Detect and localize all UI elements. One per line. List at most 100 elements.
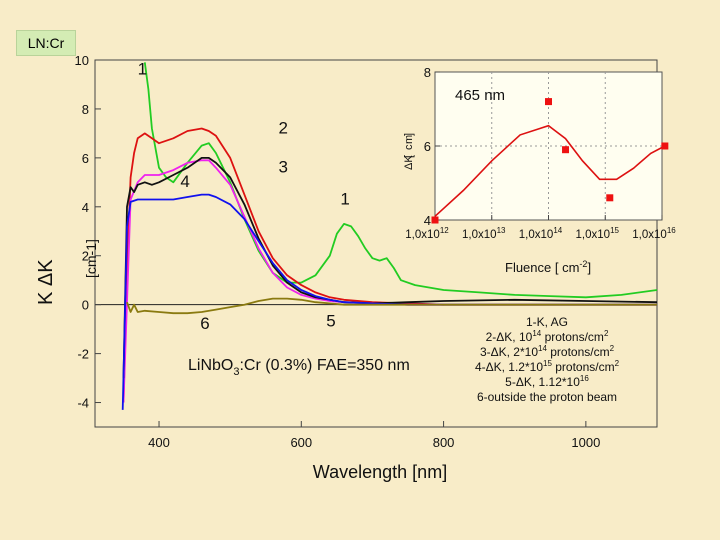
inset-x-label-main: Fluence [ cm [505, 260, 579, 275]
inset-x-axis-label: Fluence [ cm-2] [505, 259, 591, 275]
main-x-tick-label: 800 [433, 435, 455, 450]
inset-x-tick-mantissa: 1,0x10 [576, 229, 611, 241]
legend-entry-unit: protons/cm [541, 330, 604, 344]
legend-entry-text: 2-ΔK, 10 [486, 330, 533, 344]
main-chart-title: LiNbO3:Cr (0.3%) FAE=350 nm [188, 357, 410, 378]
inset-x-tick-mantissa: 1,0x10 [405, 229, 440, 241]
main-y-axis-label: K ΔK [cm-1] [35, 239, 99, 305]
main-y-tick-label: 4 [82, 200, 89, 215]
curve-label-6: 6 [200, 314, 209, 333]
main-y-tick-label: 6 [82, 151, 89, 166]
legend-entry-unit-exponent: 2 [615, 359, 620, 368]
main-y-tick-label: -4 [77, 396, 89, 411]
curve-label-3: 3 [279, 158, 288, 177]
series-line-6 [126, 297, 657, 315]
legend-entry-text: 1-K, AG [526, 315, 568, 329]
main-x-tick-label: 400 [148, 435, 170, 450]
inset-title: 465 nm [455, 87, 505, 104]
legend-entry: 5-ΔK, 1.12*1016 [505, 374, 589, 389]
main-y-tick-label: -2 [77, 347, 89, 362]
inset-x-label-end: ] [587, 260, 591, 275]
inset-chart: 468 1,0x1012 1,0x1013 1,0x1014 1,0x1015 1,0x… [403, 65, 676, 275]
main-y-tick-label: 8 [82, 102, 89, 117]
legend-entry-exponent: 14 [532, 329, 541, 338]
inset-x-tick-label: 1,0x1016 [632, 226, 676, 241]
inset-y-axis-label: ΔK[ cm] [403, 133, 415, 170]
legend-entry-exponent: 15 [543, 359, 552, 368]
inset-x-tick-exponent: 13 [497, 226, 506, 235]
inset-x-tick-label: 1,0x1013 [462, 226, 506, 241]
inset-plot-frame [434, 71, 663, 221]
main-x-axis: 400 600 800 1000 [148, 421, 600, 450]
inset-data-point [562, 146, 570, 154]
inset-x-tick-mantissa: 1,0x10 [462, 229, 497, 241]
curve-label-1b: 1 [340, 189, 349, 208]
main-x-tick-label: 1000 [571, 435, 600, 450]
inset-x-tick-exponent: 16 [667, 226, 676, 235]
legend-entry: 1-K, AG [526, 315, 568, 329]
legend-entry: 4-ΔK, 1.2*1015 protons/cm2 [475, 359, 620, 374]
inset-y-label-part: ] [403, 133, 415, 136]
legend-entry-unit-exponent: 2 [610, 344, 615, 353]
main-x-tick-label: 600 [290, 435, 312, 450]
main-y-axis-label-main: K ΔK [35, 259, 57, 305]
series-line-4 [122, 157, 658, 379]
legend-entry-text: 3-ΔK, 2*10 [480, 345, 538, 359]
legend-entry-unit: protons/cm [547, 345, 610, 359]
legend-entry-unit: protons/cm [552, 360, 615, 374]
inset-y-label-part: [ [403, 155, 415, 158]
title-sub: 3 [233, 366, 239, 378]
legend-entry-exponent: 14 [538, 344, 547, 353]
main-plot-frame [94, 59, 658, 428]
curve-label-4: 4 [180, 172, 189, 191]
inset-x-axis: 1,0x1012 1,0x1013 1,0x1014 1,0x1015 1,0x1016 [405, 215, 676, 241]
inset-data-point [606, 194, 614, 202]
inset-data-point [545, 98, 552, 106]
series-line-1 [143, 62, 658, 299]
inset-x-tick-exponent: 12 [440, 226, 449, 235]
main-x-axis-label: Wavelength [nm] [313, 462, 447, 482]
main-series-group [121, 62, 658, 410]
inset-data-point [661, 142, 669, 150]
inset-x-tick-label: 1,0x1014 [519, 226, 563, 241]
inset-y-tick-label: 4 [424, 213, 431, 228]
main-y-axis: -4 -2 0 2 4 6 8 10 [75, 53, 101, 411]
inset-data-point [431, 216, 439, 224]
inset-x-tick-mantissa: 1,0x10 [632, 229, 667, 241]
legend-entry-unit-exponent: 2 [604, 329, 609, 338]
title-rest: :Cr (0.3%) FAE=350 nm [239, 357, 409, 374]
inset-data-points [431, 98, 669, 224]
curve-label-5: 5 [326, 312, 335, 331]
legend-entry-text: 5-ΔK, 1.12*10 [505, 375, 580, 389]
curve-labels: 1 1 2 3 4 5 6 [138, 60, 350, 333]
slide-tag: LN:Cr [16, 30, 76, 56]
inset-y-label-part: ΔK [403, 155, 415, 170]
legend-entry: 3-ΔK, 2*1014 protons/cm2 [480, 344, 615, 359]
inset-x-tick-exponent: 15 [610, 226, 619, 235]
curve-label-1: 1 [138, 60, 147, 79]
legend-entry-text: 4-ΔK, 1.2*10 [475, 360, 543, 374]
inset-y-label-part: c [403, 144, 415, 150]
main-y-tick-label: 0 [82, 298, 89, 313]
inset-x-tick-label: 1,0x1015 [576, 226, 620, 241]
inset-y-label-part: m [403, 135, 415, 144]
inset-x-label-sup: -2 [579, 259, 587, 269]
inset-y-tick-label: 8 [424, 65, 431, 80]
inset-fit-curve [434, 124, 666, 217]
inset-x-tick-label: 1,0x1012 [405, 226, 449, 241]
legend-entry: 6-outside the proton beam [477, 390, 617, 404]
main-y-axis-label-unit: [cm-1] [83, 239, 99, 278]
main-y-tick-label: 2 [82, 249, 89, 264]
legend-entry-text: 6-outside the proton beam [477, 390, 617, 404]
title-main: LiNbO [188, 357, 233, 374]
curve-label-2: 2 [279, 118, 288, 137]
inset-x-tick-mantissa: 1,0x10 [519, 229, 554, 241]
inset-y-tick-label: 6 [424, 139, 431, 154]
legend-entry: 2-ΔK, 1014 protons/cm2 [486, 329, 609, 344]
inset-x-tick-exponent: 14 [553, 226, 562, 235]
legend-entry-exponent: 16 [580, 374, 589, 383]
main-y-tick-label: 10 [75, 53, 89, 68]
